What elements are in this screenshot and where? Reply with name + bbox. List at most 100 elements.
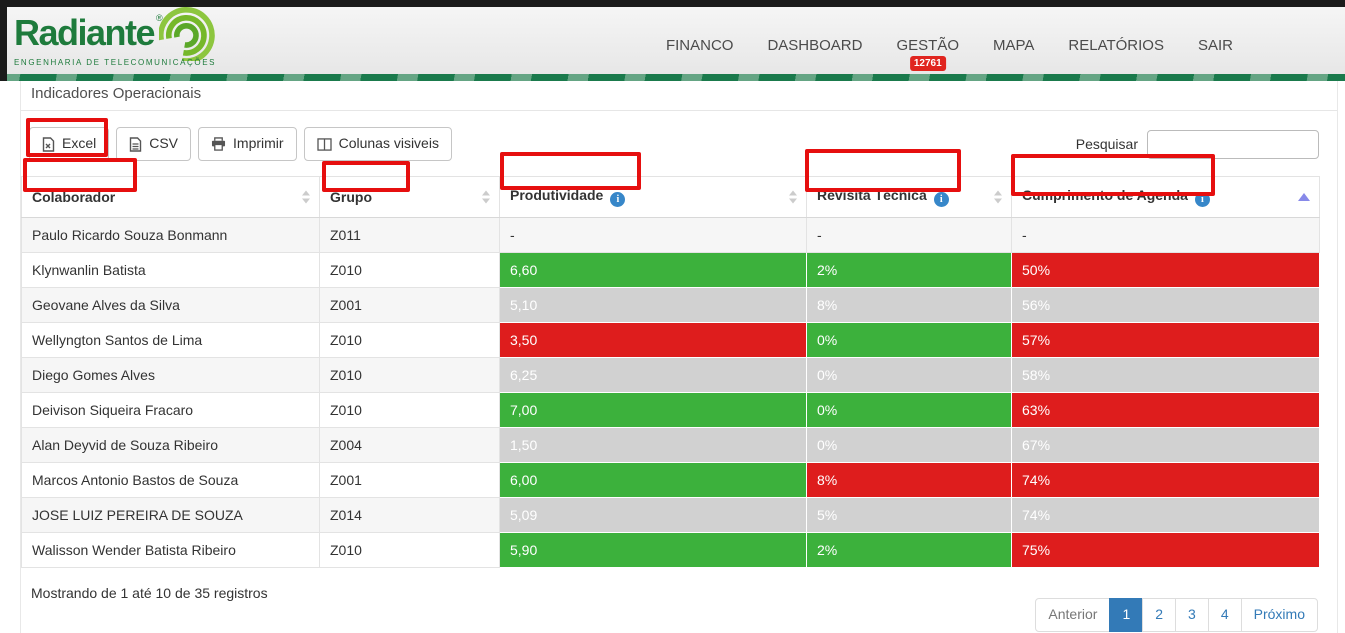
green-striped-ribbon <box>0 74 1345 81</box>
column-header-revisita-tecnica[interactable]: Revisita Técnica i <box>806 176 1012 218</box>
page-title: Indicadores Operacionais <box>21 81 1337 111</box>
cell-agenda: 74% <box>1011 462 1320 498</box>
button-label: Imprimir <box>233 135 284 152</box>
column-header-label: Colaborador <box>32 189 116 205</box>
cell-revisita: 8% <box>806 287 1012 323</box>
pagination-page-2[interactable]: 2 <box>1142 598 1177 632</box>
info-icon[interactable]: i <box>1194 192 1210 207</box>
button-label: Colunas visiveis <box>338 135 439 152</box>
table-body: Paulo Ricardo Souza Bonmann Z011- - - Klynwa… <box>21 217 1320 568</box>
cell-agenda: - <box>1011 217 1320 253</box>
sort-asc-icon <box>1298 193 1310 201</box>
cell-produtividade: 6,60 <box>499 252 807 288</box>
brand-logo[interactable]: Radiante ® ENGENHARIA DE TELECOMUNICAÇÕE… <box>14 7 217 67</box>
cell-colaborador: Marcos Antonio Bastos de Souza <box>21 462 320 498</box>
nav-item-mapa[interactable]: MAPA <box>993 37 1034 54</box>
nav-item-label: RELATÓRIOS <box>1068 37 1164 54</box>
cell-grupo: Z004 <box>319 427 500 463</box>
cell-colaborador: Geovane Alves da Silva <box>21 287 320 323</box>
info-icon[interactable]: i <box>933 192 949 207</box>
app-header: Radiante ® ENGENHARIA DE TELECOMUNICAÇÕE… <box>0 7 1345 74</box>
pagination-prev[interactable]: Anterior <box>1035 598 1111 632</box>
colunas-visiveis-button[interactable]: Colunas visiveis <box>303 127 452 161</box>
cell-colaborador: Paulo Ricardo Souza Bonmann <box>21 217 320 253</box>
sort-icons <box>482 190 490 204</box>
records-summary: Mostrando de 1 até 10 de 35 registros <box>31 585 268 601</box>
cell-colaborador: Walisson Wender Batista Ribeiro <box>21 532 320 568</box>
nav-item-label: DASHBOARD <box>767 37 863 54</box>
excel-file-icon <box>42 136 55 152</box>
pagination-page-1[interactable]: 1 <box>1109 598 1144 632</box>
notification-badge: 12761 <box>909 56 946 71</box>
registered-mark-icon: ® <box>156 13 163 23</box>
excel-button[interactable]: Excel <box>29 127 110 161</box>
table-row: JOSE LUIZ PEREIRA DE SOUZA Z014 5,09 5% 74% <box>21 497 1320 533</box>
csv-file-icon <box>129 136 142 152</box>
printer-icon <box>211 137 226 151</box>
cell-agenda: 50% <box>1011 252 1320 288</box>
column-header-label: Cumprimento de Agenda <box>1022 187 1188 203</box>
cell-agenda: 56% <box>1011 287 1320 323</box>
cell-grupo: Z014 <box>319 497 500 533</box>
cell-produtividade: - <box>499 217 807 253</box>
sort-icons <box>789 190 797 204</box>
cell-colaborador: Diego Gomes Alves <box>21 357 320 393</box>
cell-grupo: Z001 <box>319 462 500 498</box>
cell-produtividade: 6,25 <box>499 357 807 393</box>
nav-item-sair[interactable]: SAIR <box>1198 37 1233 54</box>
info-icon[interactable]: i <box>610 192 626 207</box>
cell-colaborador: Klynwanlin Batista <box>21 252 320 288</box>
cell-colaborador: Wellyngton Santos de Lima <box>21 322 320 358</box>
table-row: Klynwanlin Batista Z010 6,60 2% 50% <box>21 252 1320 288</box>
column-header-label: Produtividade <box>510 187 604 203</box>
sort-icons <box>994 190 1002 204</box>
column-header-colaborador[interactable]: Colaborador <box>21 176 320 218</box>
column-header-grupo[interactable]: Grupo <box>319 176 500 218</box>
nav-item-dashboard[interactable]: DASHBOARD <box>767 37 862 54</box>
csv-button[interactable]: CSV <box>116 127 192 161</box>
brand-tagline: ENGENHARIA DE TELECOMUNICAÇÕES <box>14 58 217 67</box>
cell-produtividade: 5,09 <box>499 497 807 533</box>
button-label: Excel <box>62 135 97 152</box>
pagination-next[interactable]: Próximo <box>1240 598 1318 632</box>
cell-revisita: 2% <box>806 532 1012 568</box>
cell-produtividade: 7,00 <box>499 392 807 428</box>
cell-produtividade: 6,00 <box>499 462 807 498</box>
radiante-swoosh-icon <box>158 7 215 61</box>
cell-agenda: 75% <box>1011 532 1320 568</box>
sort-icons <box>302 190 310 204</box>
column-header-produtividade[interactable]: Produtividade i <box>499 176 807 218</box>
nav-item-relatorios[interactable]: RELATÓRIOS <box>1068 37 1164 54</box>
brand-name: Radiante <box>14 12 156 53</box>
nav-item-label: GESTÃO <box>896 37 959 54</box>
cell-produtividade: 5,90 <box>499 532 807 568</box>
cell-grupo: Z010 <box>319 322 500 358</box>
cell-agenda: 58% <box>1011 357 1320 393</box>
cell-grupo: Z011 <box>319 217 500 253</box>
indicators-table: Colaborador Grupo Produtividade i Revisita T… <box>21 176 1320 568</box>
column-header-cumprimento-de-agenda[interactable]: Cumprimento de Agenda i <box>1011 176 1320 218</box>
search-area: Pesquisar <box>1075 129 1319 159</box>
search-input[interactable] <box>1147 129 1319 159</box>
cell-colaborador: Alan Deyvid de Souza Ribeiro <box>21 427 320 463</box>
cell-produtividade: 5,10 <box>499 287 807 323</box>
search-label: Pesquisar <box>1075 136 1138 152</box>
imprimir-button[interactable]: Imprimir <box>198 127 297 161</box>
nav-item-gestao[interactable]: GESTÃO 12761 <box>896 37 959 71</box>
cell-produtividade: 1,50 <box>499 427 807 463</box>
table-row: Deivison Siqueira Fracaro Z010 7,00 0% 63% <box>21 392 1320 428</box>
cell-revisita: 8% <box>806 462 1012 498</box>
pagination-page-4[interactable]: 4 <box>1207 598 1242 632</box>
nav-item-label: MAPA <box>993 37 1035 54</box>
nav-item-label: FINANCO <box>665 37 734 54</box>
pagination-page-3[interactable]: 3 <box>1175 598 1209 632</box>
cell-produtividade: 3,50 <box>499 322 807 358</box>
nav-item-financo[interactable]: FINANCO <box>666 37 734 54</box>
cell-agenda: 74% <box>1011 497 1320 533</box>
left-black-strip <box>0 0 7 81</box>
export-button-group: Excel CSV Imprimir Colunas visiveis <box>29 127 459 161</box>
cell-grupo: Z010 <box>319 532 500 568</box>
table-row: Geovane Alves da Silva Z001 5,10 8% 56% <box>21 287 1320 323</box>
top-black-bar <box>0 0 1345 7</box>
cell-grupo: Z001 <box>319 287 500 323</box>
